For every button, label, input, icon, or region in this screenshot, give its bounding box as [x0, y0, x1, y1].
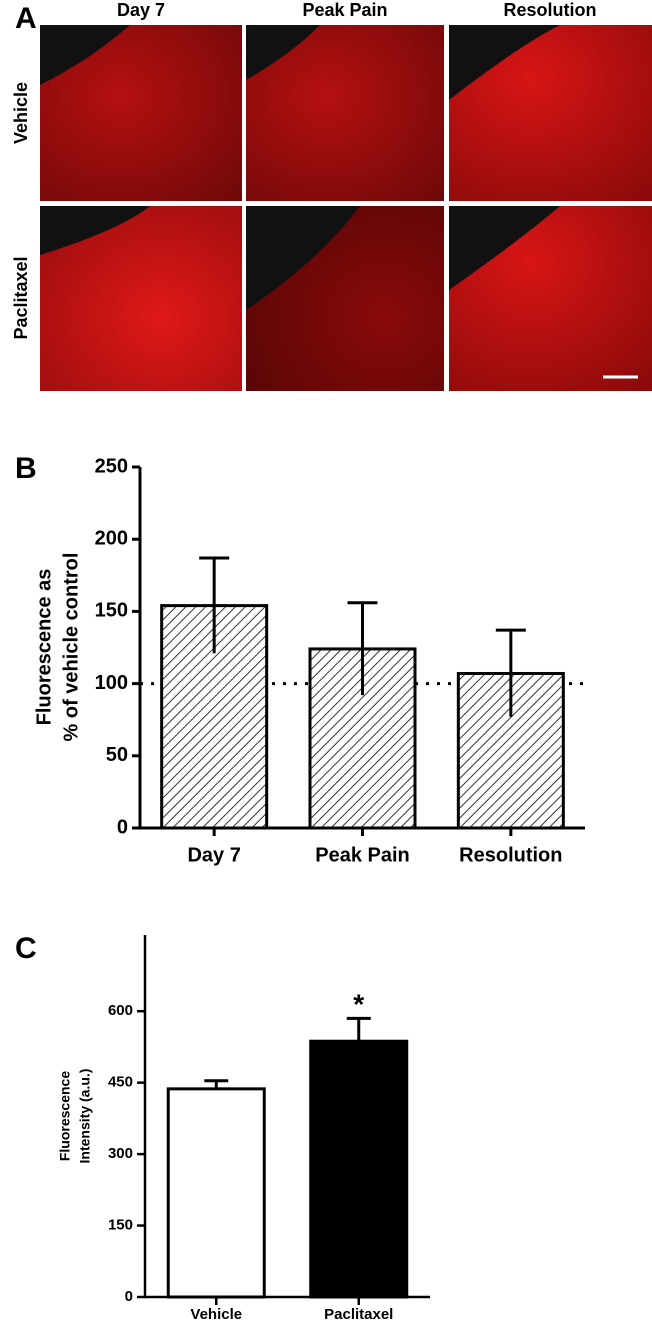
y-tick-label: 250 [95, 455, 128, 477]
panel-label: B [15, 452, 37, 485]
column-label: Peak Pain [302, 0, 387, 20]
bar [166, 1087, 266, 1299]
x-tick-label: Resolution [459, 844, 562, 866]
y-axis-label: Fluorescence as [33, 569, 55, 726]
tissue-edge [449, 25, 560, 100]
y-tick-label: 300 [108, 1145, 133, 1162]
y-tick-label: 150 [95, 600, 128, 622]
y-tick-label: 450 [108, 1074, 133, 1091]
y-tick-label: 0 [125, 1288, 133, 1305]
y-tick-label: 100 [95, 672, 128, 694]
panel-a: A Day 7 Peak Pain Resolution Vehicle Pac… [11, 0, 652, 391]
y-tick-label: 200 [95, 527, 128, 549]
y-axis-label: Fluorescence [57, 1071, 73, 1161]
tissue-edge [246, 25, 320, 80]
column-label: Resolution [504, 0, 597, 20]
x-tick-label: Peak Pain [315, 844, 410, 866]
tissue-edge [40, 206, 150, 255]
y-tick-label: 600 [108, 1002, 133, 1019]
row-label: Paclitaxel [11, 256, 31, 339]
panel-label: C [15, 932, 37, 965]
x-tick-label: Paclitaxel [324, 1306, 393, 1323]
tissue-edge [40, 25, 130, 85]
column-label: Day 7 [117, 0, 165, 20]
y-tick-label: 150 [108, 1217, 133, 1234]
y-tick-label: 50 [106, 744, 128, 766]
x-tick-label: Day 7 [187, 844, 240, 866]
y-axis-label: % of vehicle control [60, 553, 82, 742]
y-axis-label: Intensity (a.u.) [77, 1069, 93, 1164]
annotation: * [353, 989, 364, 1020]
tissue-edge [449, 206, 560, 290]
bar [309, 1039, 409, 1299]
row-label: Vehicle [11, 82, 31, 144]
panel-label: A [15, 2, 37, 35]
x-tick-label: Vehicle [190, 1306, 242, 1323]
bar [456, 671, 565, 830]
y-tick-label: 0 [117, 816, 128, 838]
tissue-edge [246, 206, 360, 310]
